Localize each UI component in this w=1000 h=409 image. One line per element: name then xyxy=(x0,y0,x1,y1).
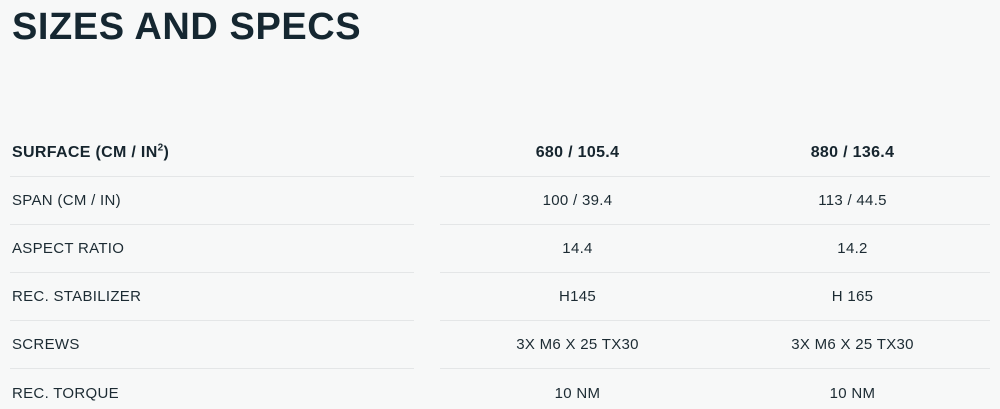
row-values: H145 H 165 xyxy=(440,273,990,321)
row-value-col2: 10 NM xyxy=(829,384,876,402)
row-value-col1: 14.4 xyxy=(562,240,593,257)
row-value-col1: H145 xyxy=(558,288,597,305)
row-value-col1: 3X M6 X 25 TX30 xyxy=(516,336,639,353)
header-size-880: 880 / 136.4 xyxy=(810,143,895,161)
header-label-surface: SURFACE (CM / IN2) xyxy=(10,129,414,177)
header-values: 680 / 105.4 880 / 136.4 xyxy=(440,129,990,177)
row-values: 3X M6 X 25 TX30 3X M6 X 25 TX30 xyxy=(440,321,990,369)
column-gap xyxy=(414,225,440,273)
header-size-680: 680 / 105.4 xyxy=(535,143,620,161)
table-row-screws: SCREWS 3X M6 X 25 TX30 3X M6 X 25 TX30 xyxy=(10,321,990,369)
row-values: 14.4 14.2 xyxy=(440,225,990,273)
header-label-text: SURFACE (CM / IN2) xyxy=(12,142,170,161)
column-gap xyxy=(414,177,440,225)
row-label: REC. TORQUE xyxy=(12,384,119,402)
row-value-col2: 14.2 xyxy=(837,240,868,257)
table-row-rec-stabilizer: REC. STABILIZER H145 H 165 xyxy=(10,273,990,321)
row-values: 10 NM 10 NM xyxy=(440,369,990,409)
row-value-col2: H 165 xyxy=(831,288,874,305)
row-label: SPAN (CM / IN) xyxy=(10,177,414,225)
row-values: 100 / 39.4 113 / 44.5 xyxy=(440,177,990,225)
row-label: ASPECT RATIO xyxy=(10,225,414,273)
superscript-2: 2 xyxy=(157,142,164,154)
row-label: SCREWS xyxy=(10,321,414,369)
row-value-col2: 3X M6 X 25 TX30 xyxy=(791,336,914,353)
column-gap xyxy=(414,369,440,409)
row-value-col1: 10 NM xyxy=(554,384,601,402)
row-label: REC. STABILIZER xyxy=(10,273,414,321)
table-row-rec-torque: REC. TORQUE 10 NM 10 NM xyxy=(10,369,990,409)
page-title: SIZES AND SPECS xyxy=(12,6,362,48)
column-gap xyxy=(414,321,440,369)
table-header-row: SURFACE (CM / IN2) 680 / 105.4 880 / 136… xyxy=(10,129,990,177)
row-value-col2: 113 / 44.5 xyxy=(818,192,887,209)
row-value-col1: 100 / 39.4 xyxy=(542,192,613,209)
table-row-span: SPAN (CM / IN) 100 / 39.4 113 / 44.5 xyxy=(10,177,990,225)
table-row-aspect-ratio: ASPECT RATIO 14.4 14.2 xyxy=(10,225,990,273)
specs-table: SURFACE (CM / IN2) 680 / 105.4 880 / 136… xyxy=(10,129,990,409)
column-gap xyxy=(414,129,440,177)
column-gap xyxy=(414,273,440,321)
